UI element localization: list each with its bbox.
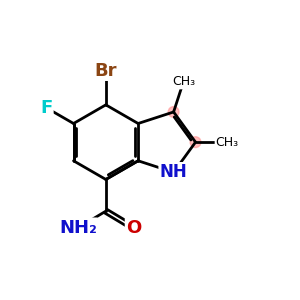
- Text: CH₃: CH₃: [216, 136, 239, 148]
- Text: F: F: [40, 99, 52, 117]
- Text: NH: NH: [160, 163, 188, 181]
- Text: NH₂: NH₂: [59, 219, 97, 237]
- Text: O: O: [126, 219, 141, 237]
- Text: CH₃: CH₃: [172, 75, 195, 88]
- Text: Br: Br: [94, 61, 117, 80]
- Circle shape: [190, 137, 201, 148]
- Circle shape: [168, 106, 179, 117]
